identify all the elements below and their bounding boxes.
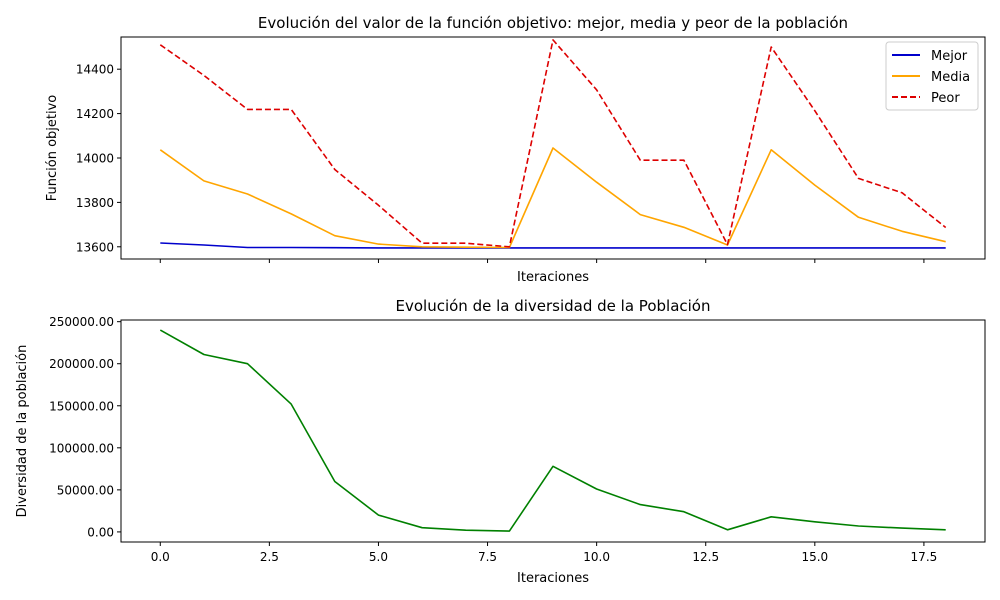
x-tick-label: 17.5 — [911, 550, 938, 564]
x-tick-label: 2.5 — [260, 550, 279, 564]
y-tick-label: 14000 — [76, 151, 114, 165]
series-line-peor — [159, 39, 947, 248]
x-tick-label: 12.5 — [692, 550, 719, 564]
diversity-chart-title: Evolución de la diversidad de la Poblaci… — [396, 297, 711, 315]
legend-label-mejor: Mejor — [931, 49, 968, 64]
y-tick-label: 13800 — [76, 196, 114, 210]
objective-chart: Evolución del valor de la función objeti… — [45, 14, 986, 285]
legend-label-media: Media — [931, 70, 970, 85]
diversity-chart-ylabel: Diversidad de la población — [15, 345, 30, 518]
diversity-chart-ticks: 0.0 2.5 5.0 7.5 10.0 12.5 15.0 17.5 0.00 50000.00… — [49, 315, 937, 564]
legend-box — [885, 41, 979, 111]
diversity-chart: Evolución de la diversidad de la Poblaci… — [15, 297, 986, 586]
objective-chart-ylabel: Función objetivo — [45, 95, 60, 202]
x-tick-label: 0.0 — [151, 550, 170, 564]
legend-entry-peor: Peor — [892, 91, 960, 106]
y-tick-label: 14200 — [76, 107, 114, 121]
objective-chart-lines — [159, 39, 947, 249]
y-tick-label: 50000.00 — [57, 483, 114, 497]
diversity-chart-lines — [159, 329, 946, 532]
objective-chart-plot-frame — [120, 36, 986, 260]
y-tick-label: 200000.00 — [49, 357, 114, 371]
objective-chart-xlabel: Iteraciones — [517, 270, 589, 285]
x-tick-label: 15.0 — [801, 550, 828, 564]
diversity-chart-xlabel: Iteraciones — [517, 571, 589, 586]
x-tick-label: 7.5 — [478, 550, 497, 564]
legend-label-peor: Peor — [931, 91, 960, 106]
y-tick-label: 250000.00 — [49, 315, 114, 329]
diversity-chart-plot-frame — [120, 319, 986, 543]
objective-chart-title: Evolución del valor de la función objeti… — [258, 14, 848, 32]
legend: Mejor Media Peor — [885, 41, 979, 111]
series-line-mejor — [160, 242, 946, 249]
x-tick-label: 10.0 — [583, 550, 610, 564]
y-tick-label: 14400 — [76, 63, 114, 77]
legend-entry-media: Media — [892, 70, 970, 85]
y-tick-label: 100000.00 — [49, 441, 114, 455]
y-tick-label: 0.00 — [87, 525, 114, 539]
series-line-media — [159, 147, 946, 249]
objective-chart-ticks: 13600 13800 14000 14200 14400 — [76, 63, 925, 263]
y-tick-label: 150000.00 — [49, 399, 114, 413]
y-tick-label: 13600 — [76, 240, 114, 254]
legend-entry-mejor: Mejor — [892, 49, 968, 64]
x-tick-label: 5.0 — [369, 550, 388, 564]
series-line-diversidad — [159, 329, 946, 532]
